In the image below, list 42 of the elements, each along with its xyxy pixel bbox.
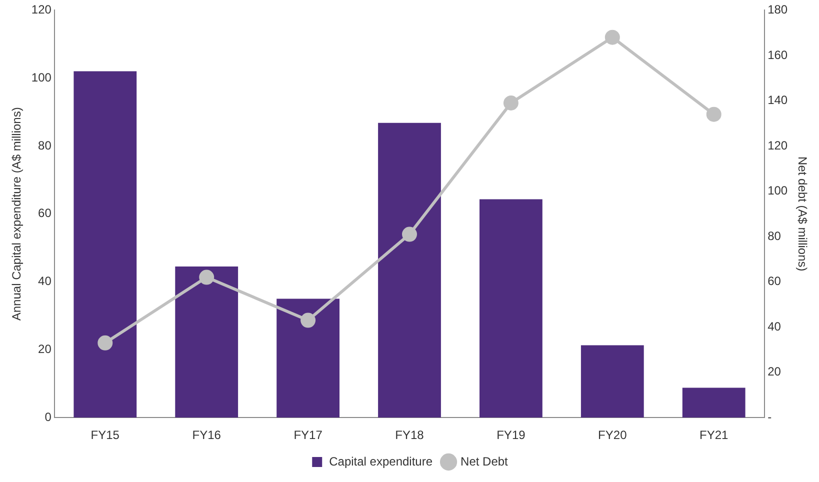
- y2-tick-label: 20: [768, 364, 782, 379]
- y2-tick-label: 120: [768, 138, 788, 152]
- x-tick-label: FY18: [395, 428, 424, 442]
- bar: [74, 71, 137, 418]
- point: [706, 106, 722, 122]
- y2-tick-label: 140: [768, 93, 788, 108]
- legend-label: Capital expenditure: [329, 454, 433, 468]
- bar: [580, 345, 644, 418]
- y2-tick-label: 60: [768, 274, 782, 288]
- y-tick-label: 60: [38, 206, 52, 220]
- y2-tick-label: 80: [768, 228, 782, 243]
- y-tick-label: 120: [31, 2, 52, 17]
- y2-tick-label: 180: [768, 2, 788, 17]
- y2-axis-title: Net debt (A$ millions): [795, 156, 810, 272]
- point: [402, 226, 417, 242]
- x-tick-label: FY16: [192, 428, 222, 442]
- point: [199, 270, 214, 285]
- bar: [378, 122, 441, 418]
- bar: [480, 199, 542, 418]
- bar: [175, 266, 238, 418]
- point: [503, 95, 518, 110]
- y2-tick-label: 100: [768, 184, 788, 198]
- legend-label: Net Debt: [460, 454, 509, 468]
- y-tick-label: 40: [38, 274, 52, 288]
- bar: [682, 388, 746, 418]
- y2-tick-label: 160: [768, 48, 788, 62]
- y2-tick-label: 40: [768, 319, 782, 334]
- point: [300, 312, 316, 328]
- y-axis-title: Annual Capital expenditure (A$ millions): [10, 107, 24, 321]
- point: [98, 335, 113, 350]
- x-tick-label: FY20: [598, 428, 628, 442]
- y-tick-label: 0: [44, 410, 52, 424]
- point: [604, 30, 620, 45]
- bar: [276, 298, 340, 418]
- y-tick-label: 100: [31, 70, 52, 84]
- y2-tick-label: -: [768, 410, 772, 424]
- y-tick-label: 80: [38, 138, 52, 152]
- x-tick-label: FY17: [294, 428, 323, 442]
- x-tick-label: FY19: [496, 428, 526, 442]
- x-tick-label: FY21: [700, 428, 729, 442]
- y-tick-label: 20: [38, 342, 52, 356]
- x-tick-label: FY15: [90, 428, 120, 442]
